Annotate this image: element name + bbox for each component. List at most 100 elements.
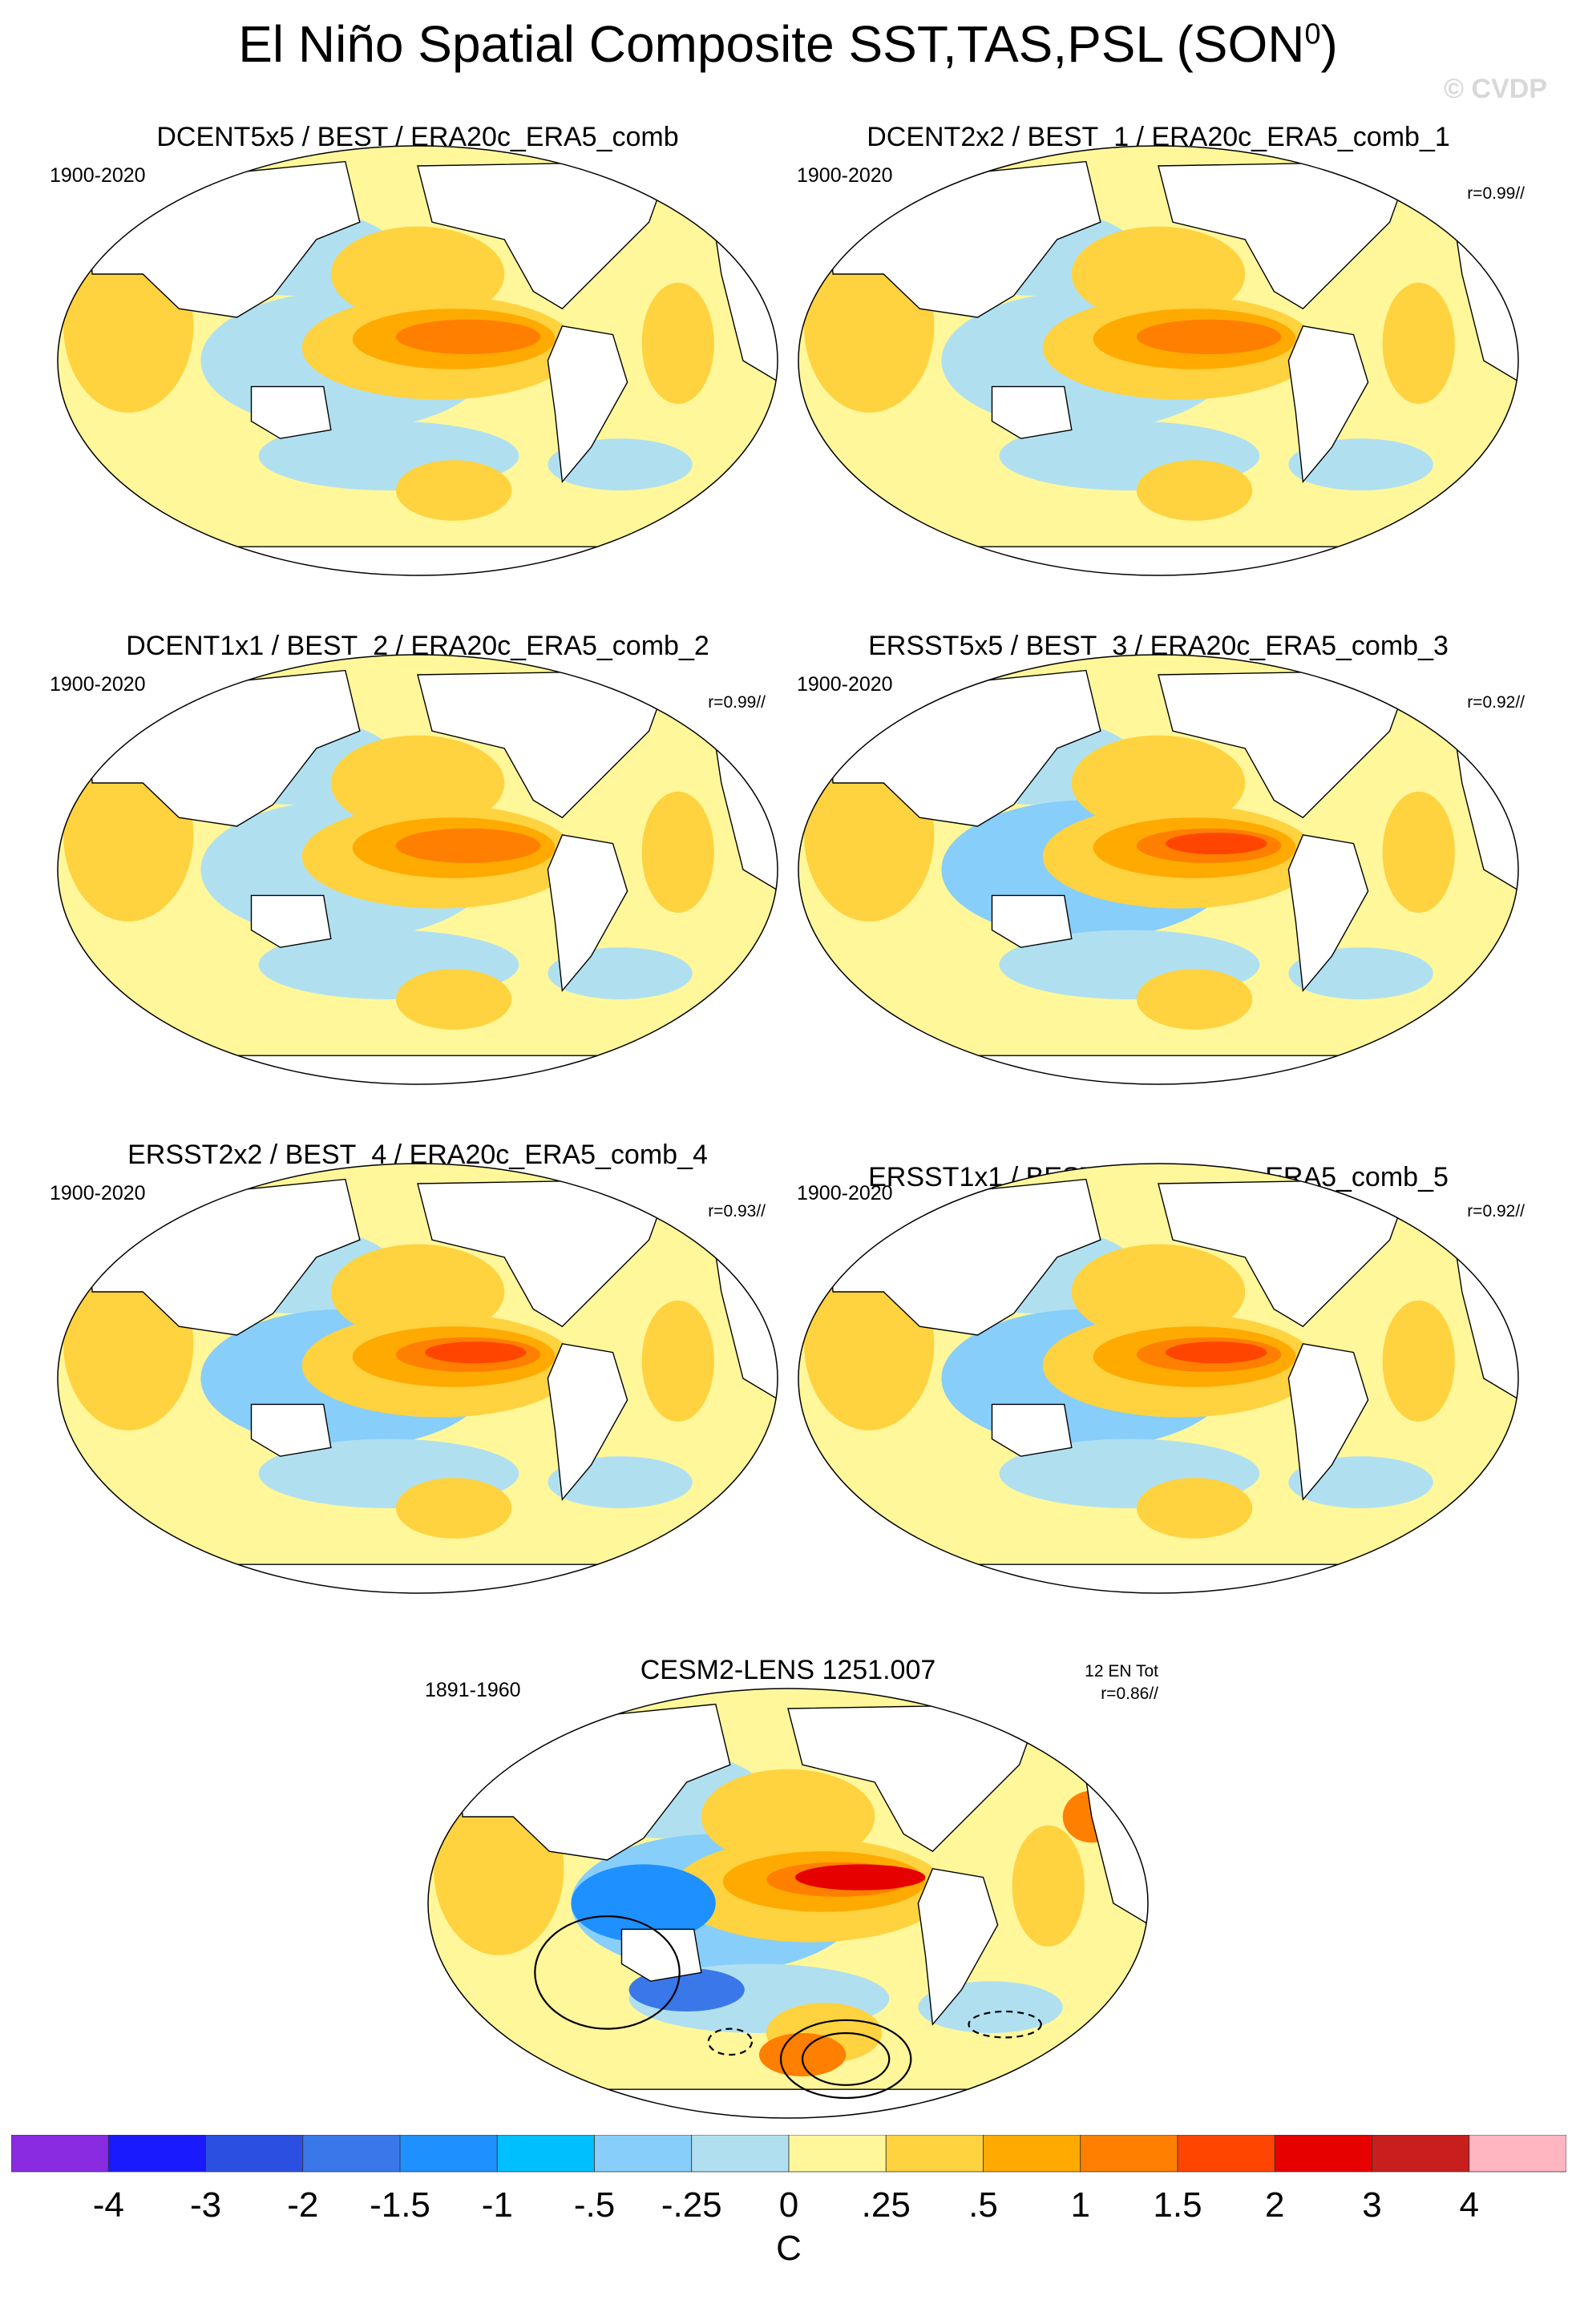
anomaly-patch [425,1342,527,1364]
page-title: El Niño Spatial Composite SST,TAS,PSL (S… [238,15,1338,73]
colorbar-swatch [594,2135,693,2173]
psl-contour-negative [968,2010,1042,2039]
colorbar-tick-label: .5 [968,2185,998,2225]
colorbar-swatch [1080,2135,1178,2173]
map-panel [798,1163,1519,1594]
panel-title: CESM2-LENS 1251.007 [640,1655,936,1685]
colorbar-tick-label: 3 [1362,2185,1381,2225]
anomaly-patch [1382,1300,1455,1422]
map-outline [798,145,1519,576]
colorbar-swatch [205,2135,304,2173]
panel-correlation: r=0.92// [1467,693,1525,712]
colorbar-swatch [11,2135,109,2173]
anomaly-patch [641,282,714,404]
anomaly-patch [395,1478,512,1539]
colorbar-swatch [496,2135,595,2173]
panel-correlation: r=0.93// [708,1202,766,1221]
map-outline [427,1688,1149,2119]
map-outline [57,145,778,576]
anomaly-patch [1166,1342,1267,1364]
panel-events: 12 EN Tot [1085,1662,1158,1680]
continent-antarctica [58,546,778,575]
map-panel [57,145,778,576]
panel-correlation: r=0.99// [1467,184,1525,203]
psl-contour-negative [707,2027,753,2056]
continent-australia [991,385,1073,439]
colorbar-tick-label: -1.5 [370,2185,430,2225]
anomaly-patch [395,460,512,521]
continent-australia [250,385,332,439]
continent-australia [991,1403,1073,1457]
colorbar-swatch [1372,2135,1470,2173]
anomaly-patch [641,791,714,913]
panel-period: 1891-1960 [425,1679,521,1701]
panel-correlation: r=0.86// [1101,1684,1158,1703]
colorbar-swatch [691,2135,790,2173]
colorbar-tick-label: -1 [482,2185,513,2225]
colorbar-tick-label: 1 [1071,2185,1090,2225]
colorbar-swatch [885,2135,984,2173]
continent-south-america [547,834,628,992]
continent-south-america [1287,325,1369,483]
colorbar-tick-label: 1.5 [1153,2185,1202,2225]
map-panel [798,145,1519,576]
map-panel [57,654,778,1085]
continent-antarctica [428,2088,1148,2118]
colorbar-tick-label: 2 [1265,2185,1284,2225]
psl-contour [779,2019,912,2100]
colorbar-tick-label: .25 [862,2185,911,2225]
continent-south-america [1287,834,1369,992]
colorbar-tick-label: 0 [779,2185,798,2225]
map-panel [427,1688,1149,2119]
panel-period: 1900-2020 [50,673,146,696]
continent-antarctica [798,1563,1518,1593]
psl-contour [534,1915,681,2030]
colorbar-units: C [776,2229,802,2268]
anomaly-patch [1382,791,1455,913]
panel-period: 1900-2020 [797,1182,893,1204]
map-panel [798,654,1519,1085]
continent-australia [620,1928,702,1982]
colorbar-swatch [107,2135,206,2173]
map-outline [57,654,778,1085]
anomaly-patch [1012,1825,1085,1947]
anomaly-patch [1382,282,1455,404]
colorbar-tick-label: -4 [93,2185,124,2225]
continent-australia [250,1403,332,1457]
anomaly-patch [641,1300,714,1422]
panel-period: 1900-2020 [50,1182,146,1204]
map-outline [57,1163,778,1594]
anomaly-patch [1166,833,1267,855]
colorbar-swatch [1469,2135,1566,2173]
continent-antarctica [798,546,1518,575]
continent-antarctica [798,1055,1518,1084]
anomaly-patch [1136,319,1282,354]
map-panel [57,1163,778,1594]
colorbar-swatch [983,2135,1081,2173]
colorbar-tick-label: -.25 [661,2185,722,2225]
anomaly-patch [1136,460,1253,521]
colorbar-tick-label: 4 [1460,2185,1479,2225]
continent-south-america [547,1343,628,1501]
colorbar-swatch [399,2135,498,2173]
psl-contour [801,2031,891,2086]
panel-correlation: r=0.99// [708,693,766,712]
anomaly-patch [1136,1478,1253,1539]
colorbar-swatch [1177,2135,1275,2173]
continent-south-america [547,325,628,483]
anomaly-patch [395,828,541,863]
colorbar-tick-label: -2 [287,2185,318,2225]
continent-australia [991,894,1073,948]
panel-period: 1900-2020 [797,164,893,187]
panel-period: 1900-2020 [50,164,146,187]
copyright-watermark: © CVDP [1444,74,1547,104]
panel-correlation: r=0.92// [1467,1202,1525,1221]
anomaly-patch [795,1864,926,1890]
anomaly-patch [571,1864,716,1943]
anomaly-patch [1136,969,1253,1030]
continent-australia [250,894,332,948]
continent-south-america [917,1868,999,2026]
continent-antarctica [58,1055,778,1084]
continent-south-america [1287,1343,1369,1501]
colorbar-tick-label: -3 [190,2185,221,2225]
